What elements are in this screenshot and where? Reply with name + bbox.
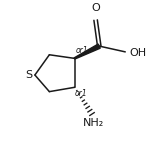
Text: OH: OH [129,48,146,58]
Text: S: S [26,70,33,80]
Text: or1: or1 [75,46,88,56]
Text: O: O [91,3,100,13]
Text: or1: or1 [75,90,87,98]
Text: NH₂: NH₂ [83,118,104,128]
Polygon shape [74,44,100,59]
